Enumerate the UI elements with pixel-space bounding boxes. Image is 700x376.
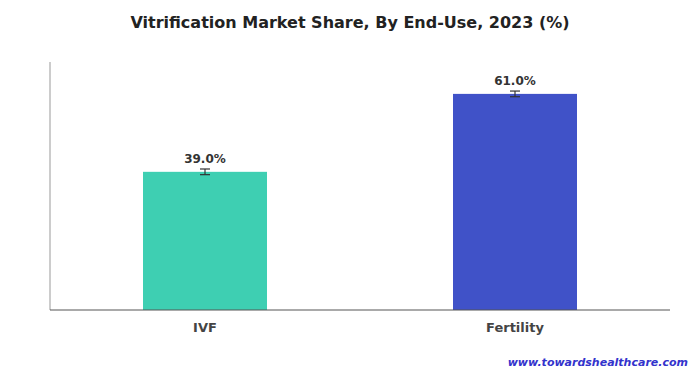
error-cap [510, 96, 520, 97]
error-cap [200, 168, 210, 169]
error-stem [204, 169, 205, 175]
chart: Vitrification Market Share, By End-Use, … [0, 0, 700, 376]
bar [453, 94, 577, 310]
footer: www.towardshealthcare.com [508, 356, 688, 369]
x-axis-line [50, 310, 670, 311]
marks [143, 91, 577, 310]
data-label: 39.0% [184, 152, 226, 166]
x-tick-label: Fertility [486, 320, 544, 335]
error-cap [510, 90, 520, 91]
error-cap [200, 174, 210, 175]
y-axis-line [50, 62, 51, 310]
data-label: 61.0% [494, 74, 536, 88]
error-bar [200, 169, 210, 175]
error-bar [510, 91, 520, 97]
x-tick-label: IVF [193, 320, 217, 335]
title: Vitrification Market Share, By End-Use, … [130, 13, 569, 32]
error-stem [514, 91, 515, 97]
bar [143, 172, 267, 310]
